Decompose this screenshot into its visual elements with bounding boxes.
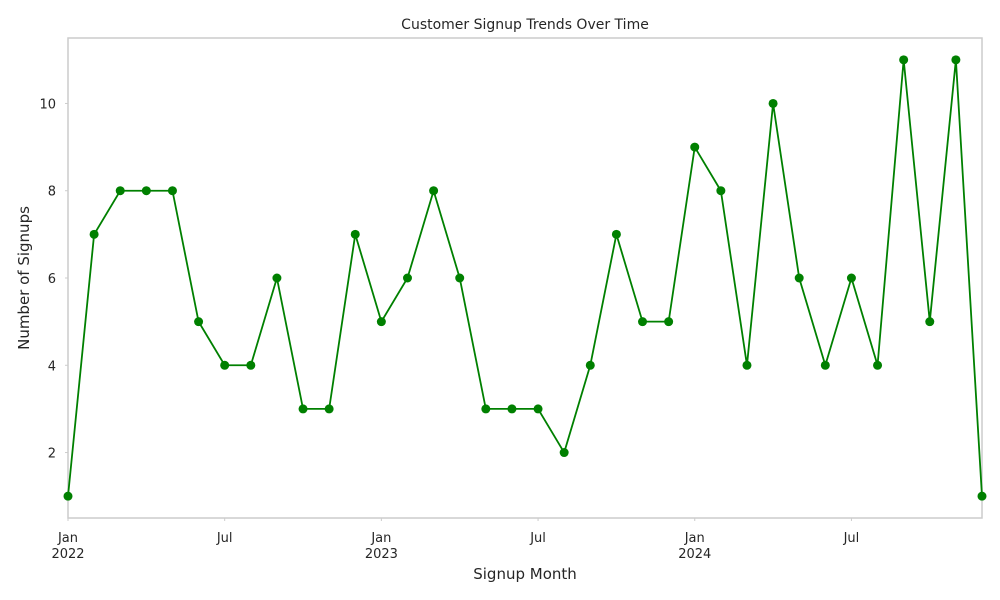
marker (89, 229, 99, 239)
marker (794, 273, 804, 283)
marker (376, 317, 386, 327)
x-tick-label: Jul (843, 531, 860, 546)
marker (246, 360, 256, 370)
marker (350, 229, 360, 239)
marker (115, 186, 125, 196)
marker (272, 273, 282, 283)
y-tick-label: 8 (48, 185, 56, 200)
y-tick-label: 10 (39, 97, 56, 112)
marker (716, 186, 726, 196)
marker (925, 317, 935, 327)
chart-title: Customer Signup Trends Over Time (401, 17, 649, 33)
marker (742, 360, 752, 370)
x-tick-label: Jul (529, 531, 546, 546)
y-axis-label: Number of Signups (15, 206, 33, 350)
marker (899, 55, 909, 65)
marker (455, 273, 465, 283)
marker (481, 404, 491, 414)
marker (141, 186, 151, 196)
marker (63, 491, 73, 501)
marker (820, 360, 830, 370)
marker (638, 317, 648, 327)
marker (951, 55, 961, 65)
x-axis-label: Signup Month (473, 565, 577, 583)
y-tick-label: 6 (48, 272, 56, 287)
marker (664, 317, 674, 327)
marker (846, 273, 856, 283)
marker (507, 404, 517, 414)
marker (402, 273, 412, 283)
line (67, 59, 983, 497)
x-tick-label: Jan 2024 (678, 531, 711, 562)
marker (220, 360, 230, 370)
x-tick-label: Jan 2023 (365, 531, 398, 562)
marker (298, 404, 308, 414)
marker (611, 229, 621, 239)
marker (533, 404, 543, 414)
y-tick-label: 4 (48, 359, 56, 374)
marker (194, 317, 204, 327)
x-tick-label: Jul (216, 531, 233, 546)
marker (559, 448, 569, 458)
marker (429, 186, 439, 196)
plot-frame (67, 37, 983, 519)
x-tick-label: Jan 2022 (51, 531, 84, 562)
marker (167, 186, 177, 196)
marker (977, 491, 987, 501)
marker (585, 360, 595, 370)
marker (873, 360, 883, 370)
marker (768, 98, 778, 108)
y-tick-label: 2 (48, 447, 56, 462)
marker (690, 142, 700, 152)
marker (324, 404, 334, 414)
